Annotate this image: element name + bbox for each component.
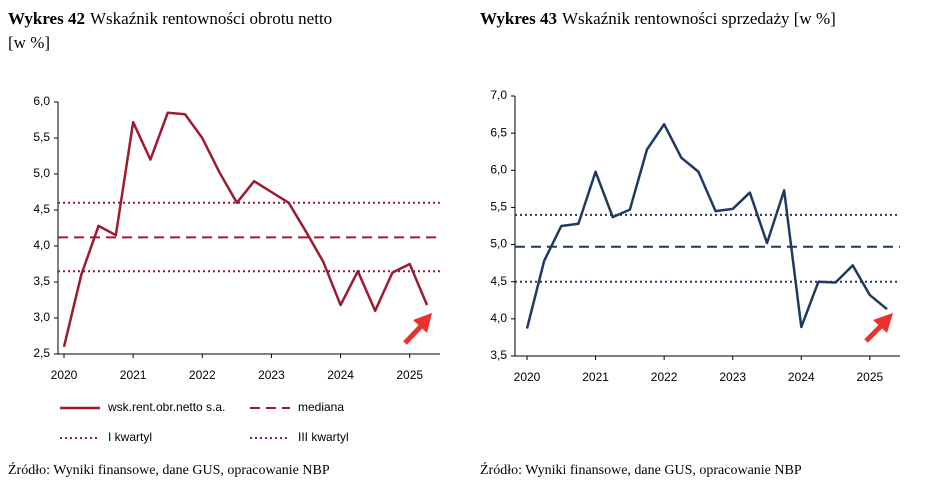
chart-label: Wykres 43 — [480, 9, 557, 28]
source-note: Źródło: Wyniki finansowe, dane GUS, opra… — [8, 461, 330, 478]
source-note: Źródło: Wyniki finansowe, dane GUS, opra… — [480, 461, 802, 478]
x-tick-label: 2022 — [189, 368, 216, 382]
x-tick-label: 2023 — [258, 368, 285, 382]
arrow-left — [403, 313, 432, 345]
arrow-right — [864, 313, 893, 343]
y-tick-label: 4,0 — [33, 238, 50, 252]
y-tick-label: 2,5 — [33, 346, 50, 360]
legend-label: III kwartyl — [298, 430, 349, 444]
x-tick-label: 2024 — [327, 368, 354, 382]
x-tick-label: 2025 — [857, 370, 884, 384]
x-tick-label: 2021 — [582, 370, 609, 384]
y-tick-label: 6,5 — [490, 125, 507, 139]
series-line — [525, 122, 888, 329]
x-tick-label: 2021 — [120, 368, 147, 382]
y-tick-label: 3,5 — [33, 274, 50, 288]
legend-label: mediana — [298, 400, 344, 414]
x-tick-label: 2025 — [396, 368, 423, 382]
chart-label: Wykres 42 — [8, 9, 85, 28]
y-tick-label: 4,5 — [490, 274, 507, 288]
y-tick-label: 5,5 — [490, 200, 507, 214]
x-tick-label: 2020 — [51, 368, 78, 382]
y-tick-label: 5,0 — [490, 237, 507, 251]
chart-title-text: Wskaźnik rentowności obrotu netto — [90, 9, 332, 28]
series-line — [62, 111, 429, 348]
chart: Wykres 42 Wskaźnik rentowności obrotu net… — [8, 9, 440, 478]
chart-title: Wykres 43 Wskaźnik rentowności sprzedaży … — [480, 9, 836, 28]
x-tick-label: 2020 — [514, 370, 541, 384]
chart-title-text: Wskaźnik rentowności sprzedaży [w %] — [562, 9, 836, 28]
y-tick-label: 3,0 — [33, 310, 50, 324]
chart: Wykres 43 Wskaźnik rentowności sprzedaży … — [480, 9, 900, 478]
y-tick-label: 7,0 — [490, 88, 507, 102]
y-tick-label: 5,0 — [33, 166, 50, 180]
y-tick-label: 4,5 — [33, 202, 50, 216]
y-tick-label: 3,5 — [490, 348, 507, 362]
x-tick-label: 2023 — [719, 370, 746, 384]
y-tick-label: 6,0 — [33, 94, 50, 108]
y-tick-label: 5,5 — [33, 130, 50, 144]
x-tick-label: 2024 — [788, 370, 815, 384]
y-tick-label: 4,0 — [490, 311, 507, 325]
legend-label: I kwartyl — [108, 430, 152, 444]
chart-title: Wykres 42 Wskaźnik rentowności obrotu net… — [8, 9, 332, 28]
chart-title-line2: [w %] — [8, 33, 50, 52]
y-tick-label: 6,0 — [490, 162, 507, 176]
x-tick-label: 2022 — [651, 370, 678, 384]
legend-label: wsk.rent.obr.netto s.a. — [107, 400, 225, 414]
